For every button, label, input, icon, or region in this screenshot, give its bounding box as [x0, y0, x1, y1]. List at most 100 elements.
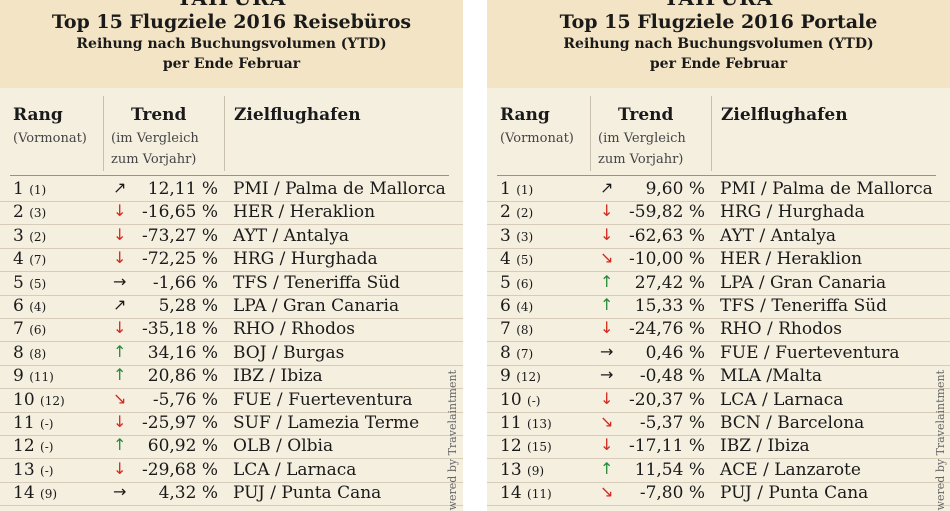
rank-cell: 5 (5) [13, 272, 47, 293]
rank-cell: 10 (-) [500, 389, 541, 410]
trend-percent: 0,46 % [645, 342, 705, 363]
destination-cell: LCA / Larnaca [720, 389, 844, 410]
trend-arrow-icon: → [113, 482, 127, 502]
table-row: 1 (1) ↗ 12,11 % PMI / Palma de Mallorca [0, 178, 463, 202]
brand-name: TAIFURA [487, 0, 950, 10]
col-dest-header: Zielflughafen [721, 105, 848, 125]
trend-percent: -35,18 % [142, 319, 218, 340]
rank-cell: 13 (9) [500, 459, 545, 480]
panel-subtitle: Reihung nach Buchungsvolumen (YTD) [563, 36, 874, 52]
column-divider [103, 96, 104, 171]
prev-rank: (3) [516, 229, 534, 244]
rank-cell: 7 (6) [13, 319, 47, 340]
column-divider [224, 96, 225, 171]
trend-percent: 11,54 % [634, 459, 705, 480]
destination-cell: BCN / Barcelona [720, 413, 865, 433]
destination-cell: OLB / Olbia [233, 436, 334, 457]
trend-percent: -72,25 % [142, 249, 218, 270]
prev-rank: (2) [29, 229, 47, 244]
table-row: 10 (-) ↓ -20,37 % LCA / Larnaca [487, 389, 950, 413]
rank-cell: 6 (4) [13, 296, 47, 316]
table-row: 3 (2) ↓ -73,27 % AYT / Antalya [0, 225, 463, 249]
prev-rank: (-) [40, 417, 54, 431]
destination-cell: TFS / Teneriffa Süd [720, 296, 888, 316]
col-rank-header: Rang [500, 105, 550, 125]
prev-rank: (3) [29, 206, 47, 221]
header-separator [10, 175, 449, 176]
destination-cell: IBZ / Ibiza [233, 366, 323, 387]
column-headers: Rang (Vormonat) Trend (im Vergleich zum … [487, 88, 950, 176]
trend-percent: -73,27 % [142, 225, 218, 246]
column-divider [711, 96, 712, 171]
col-rank-subheader: (Vormonat) [13, 131, 87, 146]
trend-arrow-icon: ↑ [113, 341, 127, 361]
trend-percent: 5,28 % [158, 296, 218, 316]
trend-percent: -20,37 % [629, 389, 705, 410]
rank-cell: 13 (-) [13, 459, 54, 480]
trend-arrow-icon: ↓ [600, 201, 614, 221]
trend-arrow-icon: ↗ [113, 295, 127, 314]
table-row: 4 (5) ↘ -10,00 % HER / Heraklion [487, 248, 950, 273]
prev-rank: (11) [29, 370, 54, 385]
credit-text: Powered by Travelaintment [446, 370, 459, 511]
table-row: 3 (3) ↓ -62,63 % AYT / Antalya [487, 225, 950, 249]
prev-rank: (8) [29, 346, 47, 361]
destination-cell: PUJ / Punta Cana [720, 483, 869, 504]
destination-cell: LPA / Gran Canaria [233, 296, 400, 316]
column-headers: Rang (Vormonat) Trend (im Vergleich zum … [0, 88, 463, 176]
trend-arrow-icon: ↗ [113, 178, 127, 197]
trend-percent: -59,82 % [629, 202, 705, 223]
trend-arrow-icon: ↑ [113, 435, 127, 455]
rank-cell: 1 (1) [13, 179, 47, 199]
trend-percent: -16,65 % [142, 202, 218, 223]
prev-rank: (11) [527, 487, 552, 502]
trend-arrow-icon: ↑ [600, 295, 614, 314]
trend-arrow-icon: ↓ [600, 224, 614, 244]
destination-cell: PMI / Palma de Mallorca [720, 179, 933, 199]
trend-percent: -7,80 % [639, 483, 705, 504]
trend-percent: -5,37 % [639, 413, 705, 433]
rank-cell: 6 (4) [500, 296, 534, 316]
prev-rank: (-) [40, 463, 54, 478]
trend-arrow-icon: → [600, 365, 614, 385]
prev-rank: (5) [29, 276, 47, 291]
trend-percent: 4,32 % [158, 483, 218, 504]
table-panel-portale: TAIFURA Top 15 Flugziele 2016 Portale Re… [487, 0, 950, 511]
prev-rank: (1) [516, 183, 534, 197]
trend-arrow-icon: ↗ [600, 178, 614, 197]
rank-cell: 3 (2) [13, 225, 47, 246]
table-row: 4 (7) ↓ -72,25 % HRG / Hurghada [0, 248, 463, 273]
destination-cell: FUE / Fuerteventura [233, 389, 413, 410]
panel-subtitle: Reihung nach Buchungsvolumen (YTD) [76, 36, 387, 52]
destination-cell: PUJ / Punta Cana [233, 483, 382, 504]
rank-cell: 8 (7) [500, 342, 534, 363]
destination-cell: HER / Heraklion [720, 249, 863, 270]
trend-arrow-icon: ↓ [113, 248, 127, 268]
trend-arrow-icon: ↘ [600, 482, 614, 502]
table-panel-reisebueros: TAIFURA Top 15 Flugziele 2016 Reisebüros… [0, 0, 463, 511]
table-row: 10 (12) ↘ -5,76 % FUE / Fuerteventura [0, 389, 463, 413]
prev-rank: (-) [40, 440, 54, 455]
trend-percent: -25,97 % [142, 413, 218, 433]
brand-name: TAIFURA [0, 0, 463, 10]
col-trend-header: Trend [618, 105, 674, 125]
col-trend-subheader-2: zum Vorjahr) [111, 152, 197, 167]
trend-percent: -17,11 % [629, 436, 705, 457]
panel-title: Top 15 Flugziele 2016 Portale [559, 11, 878, 33]
destination-cell: AYT / Antalya [720, 225, 837, 246]
col-trend-subheader-1: (im Vergleich [598, 131, 686, 146]
destination-cell: TFS / Teneriffa Süd [233, 272, 401, 293]
trend-percent: 12,11 % [147, 179, 218, 199]
trend-percent: 27,42 % [634, 272, 705, 293]
table-row: 7 (8) ↓ -24,76 % RHO / Rhodos [487, 318, 950, 343]
trend-percent: -24,76 % [629, 319, 705, 340]
rank-cell: 4 (5) [500, 249, 534, 270]
prev-rank: (6) [516, 276, 534, 291]
destination-cell: FUE / Fuerteventura [720, 342, 900, 363]
prev-rank: (7) [516, 346, 534, 361]
panel-subtitle-date: per Ende Februar [649, 56, 788, 72]
table-row: 13 (9) ↑ 11,54 % ACE / Lanzarote [487, 459, 950, 483]
destination-cell: SUF / Lamezia Terme [233, 413, 420, 433]
trend-arrow-icon: ↘ [600, 248, 614, 268]
rank-cell: 2 (2) [500, 202, 534, 223]
